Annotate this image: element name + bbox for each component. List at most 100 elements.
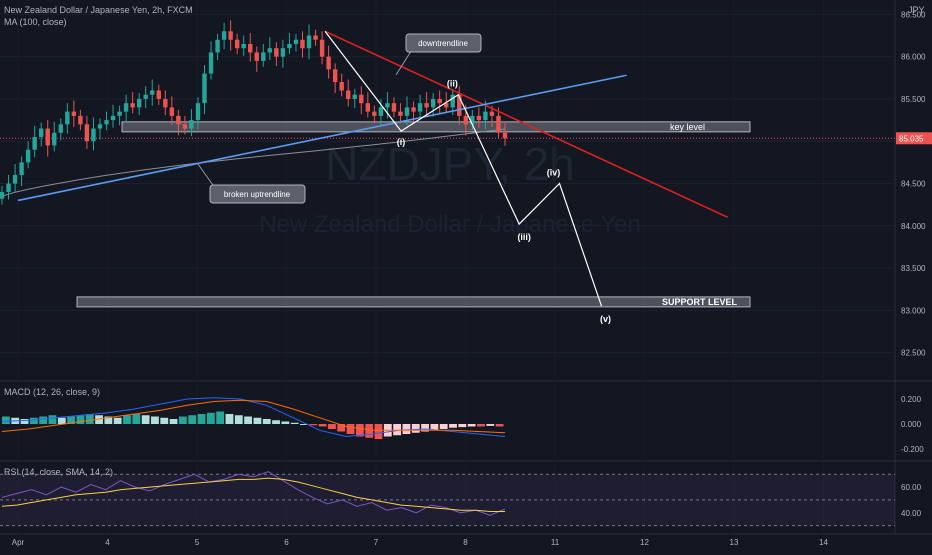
macd-histogram-bar: [253, 417, 262, 424]
time-tick-label: 5: [195, 538, 200, 547]
candle-body: [91, 128, 96, 142]
candle-body: [78, 115, 83, 125]
candle-body: [123, 103, 129, 112]
candle-body: [287, 43, 292, 49]
price-tick-label: 83.500: [901, 264, 926, 273]
key-level-label: key level: [670, 122, 705, 132]
macd-tick-label: 0.200: [901, 395, 922, 404]
candle-body: [391, 103, 397, 112]
wave-path: [324, 30, 603, 307]
macd-tick-label: 0.000: [901, 420, 922, 429]
time-tick-label: 13: [730, 538, 739, 547]
macd-histogram-bar: [290, 422, 299, 424]
time-tick-label: 6: [284, 538, 289, 547]
macd-histogram-bar: [151, 416, 159, 424]
candle-body: [444, 103, 449, 108]
rsi-ma-line: [1, 477, 505, 512]
macd-histogram-bar: [39, 416, 48, 424]
candle-body: [136, 98, 142, 108]
macd-legend[interactable]: MACD (12, 26, close, 9): [4, 387, 101, 397]
levels: key level SUPPORT LEVEL: [76, 121, 751, 308]
candle-body: [248, 43, 253, 53]
rsi-tick-label: 60.00: [901, 483, 922, 492]
symbol-legend[interactable]: New Zealand Dollar / Japanese Yen, 2h, F…: [4, 5, 193, 15]
uptrend-line: [17, 74, 627, 202]
candle-body: [0, 191, 5, 199]
price-tick-label: 83.000: [901, 306, 926, 315]
price-axis[interactable]: 86.50086.00085.50085.00084.50084.00083.5…: [896, 10, 932, 358]
macd-histogram-bar: [309, 424, 318, 426]
candle-body: [228, 31, 233, 40]
macd-histogram-bar: [234, 415, 243, 424]
time-tick-label: 4: [105, 538, 110, 547]
candle-body: [313, 35, 318, 40]
macd-histogram-bar: [262, 419, 271, 424]
macd-histogram-bar: [272, 420, 280, 424]
candle-body: [58, 124, 63, 133]
candle-body: [19, 162, 24, 176]
macd-histogram-bar: [206, 412, 215, 424]
macd-histogram-bar: [393, 424, 402, 436]
watermark-name: New Zealand Dollar / Japanese Yen: [259, 211, 641, 238]
macd-histogram-bar: [402, 424, 411, 434]
rsi-line: [1, 471, 506, 516]
macd-histogram-bar: [169, 419, 178, 424]
candles: [0, 20, 508, 205]
time-axis[interactable]: Apr 4 5 6 7 8 11 12 13 14: [12, 538, 829, 547]
ma-legend[interactable]: MA (100, close): [4, 17, 67, 27]
macd-histogram-bar: [244, 416, 252, 424]
key-level-zone: [121, 121, 751, 133]
candle-body: [202, 73, 207, 104]
macd-histogram-bar: [123, 415, 131, 424]
candle-body: [306, 35, 312, 49]
macd-histogram-bar: [85, 414, 94, 424]
macd-histogram-bar: [355, 424, 364, 437]
candle-body: [398, 111, 403, 116]
candle-body: [424, 103, 429, 108]
downtrendline-callout-label: downtrendline: [418, 39, 468, 48]
elliott-waves: (i) (ii) (iii) (iv) (v): [324, 30, 611, 324]
time-tick-label: 14: [819, 538, 828, 547]
candle-body: [234, 39, 240, 49]
candle-body: [274, 48, 279, 57]
macd-histogram-bar: [57, 417, 66, 424]
candle-body: [280, 48, 286, 57]
candle-body: [84, 124, 90, 142]
candle-body: [483, 111, 488, 121]
macd-histogram-bar: [20, 419, 29, 424]
macd-histogram-bar: [2, 416, 10, 424]
support-level-zone: [76, 296, 751, 308]
macd-histogram-bar: [421, 424, 429, 432]
rsi-legend[interactable]: RSI (14, close, SMA, 14, 2): [4, 467, 114, 477]
candle-body: [470, 115, 475, 125]
candle-body: [489, 111, 495, 116]
macd-histogram-bar: [430, 424, 439, 431]
uptrendline-callout-label: broken uptrendline: [224, 190, 291, 199]
candle-body: [417, 103, 423, 112]
candle-body: [176, 115, 181, 125]
macd-line: [1, 397, 506, 438]
macd-signal-line: [1, 399, 506, 434]
price-tick-label: 84.000: [901, 222, 926, 231]
macd-pane: 0.200 0.000 -0.200: [1, 395, 924, 454]
macd-histogram-bar: [374, 424, 383, 439]
candle-body: [189, 120, 194, 129]
candle-body: [332, 69, 338, 83]
candle-body: [71, 111, 77, 116]
candle-body: [12, 175, 18, 184]
candle-body: [110, 115, 116, 121]
macd-histogram-bar: [141, 415, 150, 424]
candle-body: [300, 39, 305, 49]
current-price-badge: [896, 132, 932, 145]
macd-histogram-bar: [104, 416, 113, 424]
candle-body: [156, 90, 161, 99]
wave-label: (i): [397, 137, 406, 147]
candle-body: [450, 94, 455, 108]
time-tick-label: Apr: [12, 538, 25, 547]
candle-body: [339, 82, 344, 91]
price-tick-label: 85.500: [901, 95, 926, 104]
macd-histogram-bar: [67, 416, 76, 424]
candle-body: [352, 94, 357, 99]
